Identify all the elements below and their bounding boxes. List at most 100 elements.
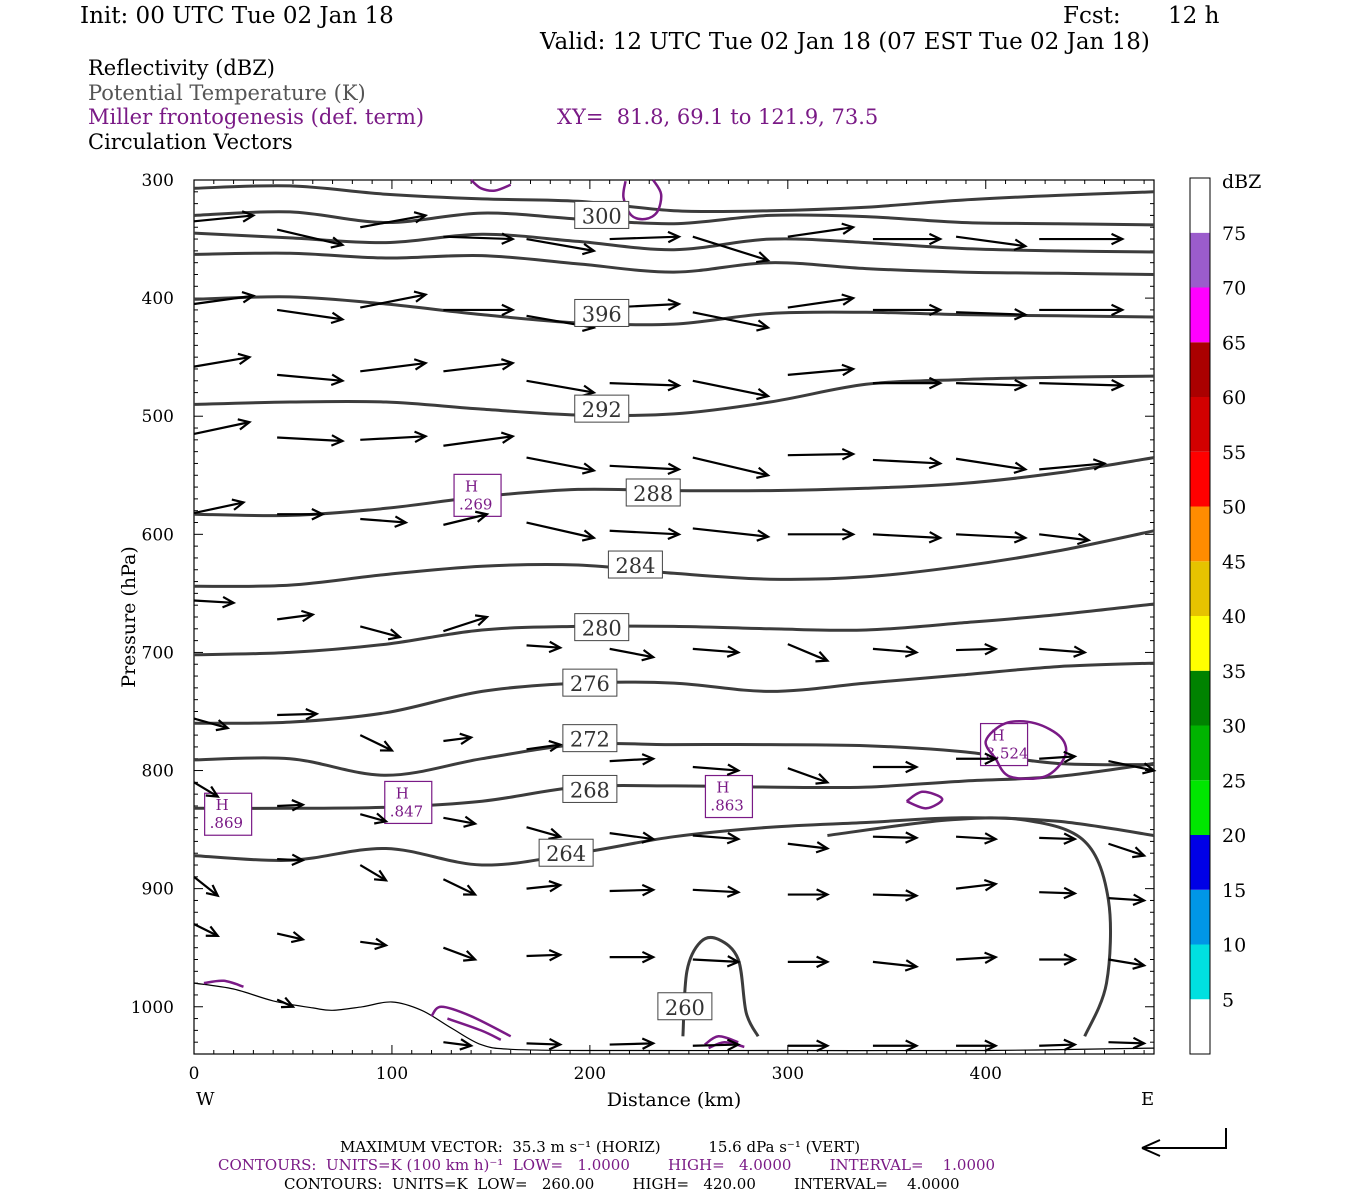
- vector-head: [841, 528, 856, 541]
- plot-frame: [193, 179, 1155, 1055]
- vector-head: [1013, 238, 1028, 251]
- vector-shaft: [609, 647, 654, 659]
- vector-head: [641, 950, 656, 964]
- vector-shaft: [1108, 958, 1145, 967]
- colorbar-segment: [1190, 725, 1210, 781]
- vector-head: [1013, 461, 1028, 474]
- vector-shaft: [360, 293, 426, 309]
- theta-contour: [193, 374, 1155, 418]
- vector-head: [667, 230, 682, 244]
- colorbar-label: 5: [1222, 989, 1234, 1011]
- vector-head: [581, 462, 597, 475]
- vector-shaft: [692, 527, 769, 538]
- vector-head: [755, 251, 771, 264]
- terrain-line: [193, 982, 1155, 1052]
- fronto-max-label: H: [465, 477, 478, 495]
- vector-head: [463, 884, 478, 896]
- fronto-contour: [703, 1035, 739, 1046]
- colorbar-label: 35: [1222, 661, 1246, 683]
- vector-head: [816, 955, 830, 969]
- vector-head: [311, 508, 326, 521]
- vector-head: [928, 232, 943, 246]
- vector-head: [290, 931, 306, 944]
- vector-shaft: [277, 858, 303, 862]
- vector-shaft: [1039, 891, 1075, 895]
- colorbar-segment: [1190, 561, 1210, 616]
- fronto-contour: [430, 1005, 512, 1038]
- vector-head: [501, 232, 516, 245]
- fronto-max-value: .847: [390, 802, 423, 820]
- init-time: Init: 00 UTC Tue 02 Jan 18: [80, 3, 394, 29]
- vector-shaft: [526, 953, 561, 958]
- vector-shaft: [692, 765, 739, 772]
- vector-head: [1063, 750, 1078, 764]
- colorbar-frame: [1189, 177, 1211, 1055]
- valid-time: Valid: 12 UTC Tue 02 Jan 18 (07 EST Tue …: [540, 29, 1150, 55]
- vector-shaft: [609, 888, 654, 893]
- fronto-max-value: .863: [710, 797, 743, 815]
- theta-label-396: 396: [582, 302, 622, 326]
- vector-shaft: [956, 647, 996, 652]
- vector-head: [983, 878, 999, 892]
- vector-shaft: [692, 379, 769, 398]
- colorbar-segment: [1190, 889, 1210, 945]
- vector-head: [305, 707, 320, 721]
- theta-label-288: 288: [633, 482, 673, 506]
- colorbar-title: dBZ: [1222, 171, 1261, 193]
- vector-shaft: [1108, 842, 1145, 857]
- vector-head: [463, 950, 478, 962]
- vector-head: [756, 529, 771, 542]
- vector-head: [205, 884, 220, 898]
- vector-shaft: [609, 757, 654, 763]
- fronto-max-box: [384, 780, 433, 825]
- vector-shaft: [443, 816, 476, 825]
- vector-head: [816, 888, 830, 901]
- vector-shaft: [609, 529, 680, 536]
- vector-head: [726, 885, 741, 898]
- vector-shaft: [956, 382, 1026, 387]
- vector-shaft: [955, 956, 996, 961]
- y-axis-title: Pressure (hPa): [118, 546, 140, 688]
- legend-circulation-vectors: Circulation Vectors: [88, 130, 293, 154]
- theta-label-box: [562, 724, 618, 753]
- vector-shaft: [787, 226, 854, 238]
- y-tick-label: 500: [142, 407, 174, 427]
- colorbar-segment: [1190, 342, 1210, 397]
- vector-shaft: [872, 458, 941, 465]
- reference-vector-arrow: [1141, 1128, 1227, 1157]
- theta-label-284: 284: [615, 554, 655, 578]
- vector-head: [984, 832, 999, 845]
- fronto-contour: [905, 790, 944, 810]
- fronto-max-label: H: [716, 779, 729, 797]
- vector-head: [905, 1039, 920, 1052]
- vector-shaft: [526, 884, 561, 890]
- vector-shaft: [1039, 533, 1089, 542]
- vector-shaft: [1039, 836, 1075, 841]
- vector-head: [1063, 953, 1078, 966]
- theta-contour-260: [681, 935, 760, 1038]
- vector-head: [928, 376, 943, 390]
- maximum-vector-note: MAXIMUM VECTOR: 35.3 m s⁻¹ (HORIZ) 15.6 …: [340, 1138, 861, 1156]
- vector-shaft: [1039, 462, 1105, 471]
- vector-head: [667, 378, 682, 392]
- vector-shaft: [956, 533, 1026, 539]
- vector-shaft: [609, 1042, 654, 1046]
- vector-shaft: [360, 435, 426, 441]
- dbz-colorbar: 5 10 15 20 25 30 35 40 45 50 55 60 65 70 75: [1189, 177, 1246, 1055]
- vector-shaft: [360, 517, 406, 524]
- theta-label-box: [574, 200, 630, 229]
- y-tick-label: 900: [142, 880, 174, 900]
- vector-head: [756, 319, 771, 332]
- vector-head: [1132, 846, 1147, 859]
- vector-head: [330, 311, 345, 325]
- fronto-max-label: H: [396, 784, 409, 802]
- vector-shaft: [277, 712, 317, 717]
- vector-head: [756, 387, 771, 401]
- colorbar-segment: [1190, 616, 1210, 671]
- vector-shaft: [193, 717, 228, 730]
- colorbar-label: 45: [1222, 551, 1246, 573]
- theta-contour: [193, 184, 1155, 214]
- vector-shaft: [193, 294, 254, 306]
- vector-shaft: [955, 457, 1026, 471]
- fronto-contour: [622, 179, 663, 221]
